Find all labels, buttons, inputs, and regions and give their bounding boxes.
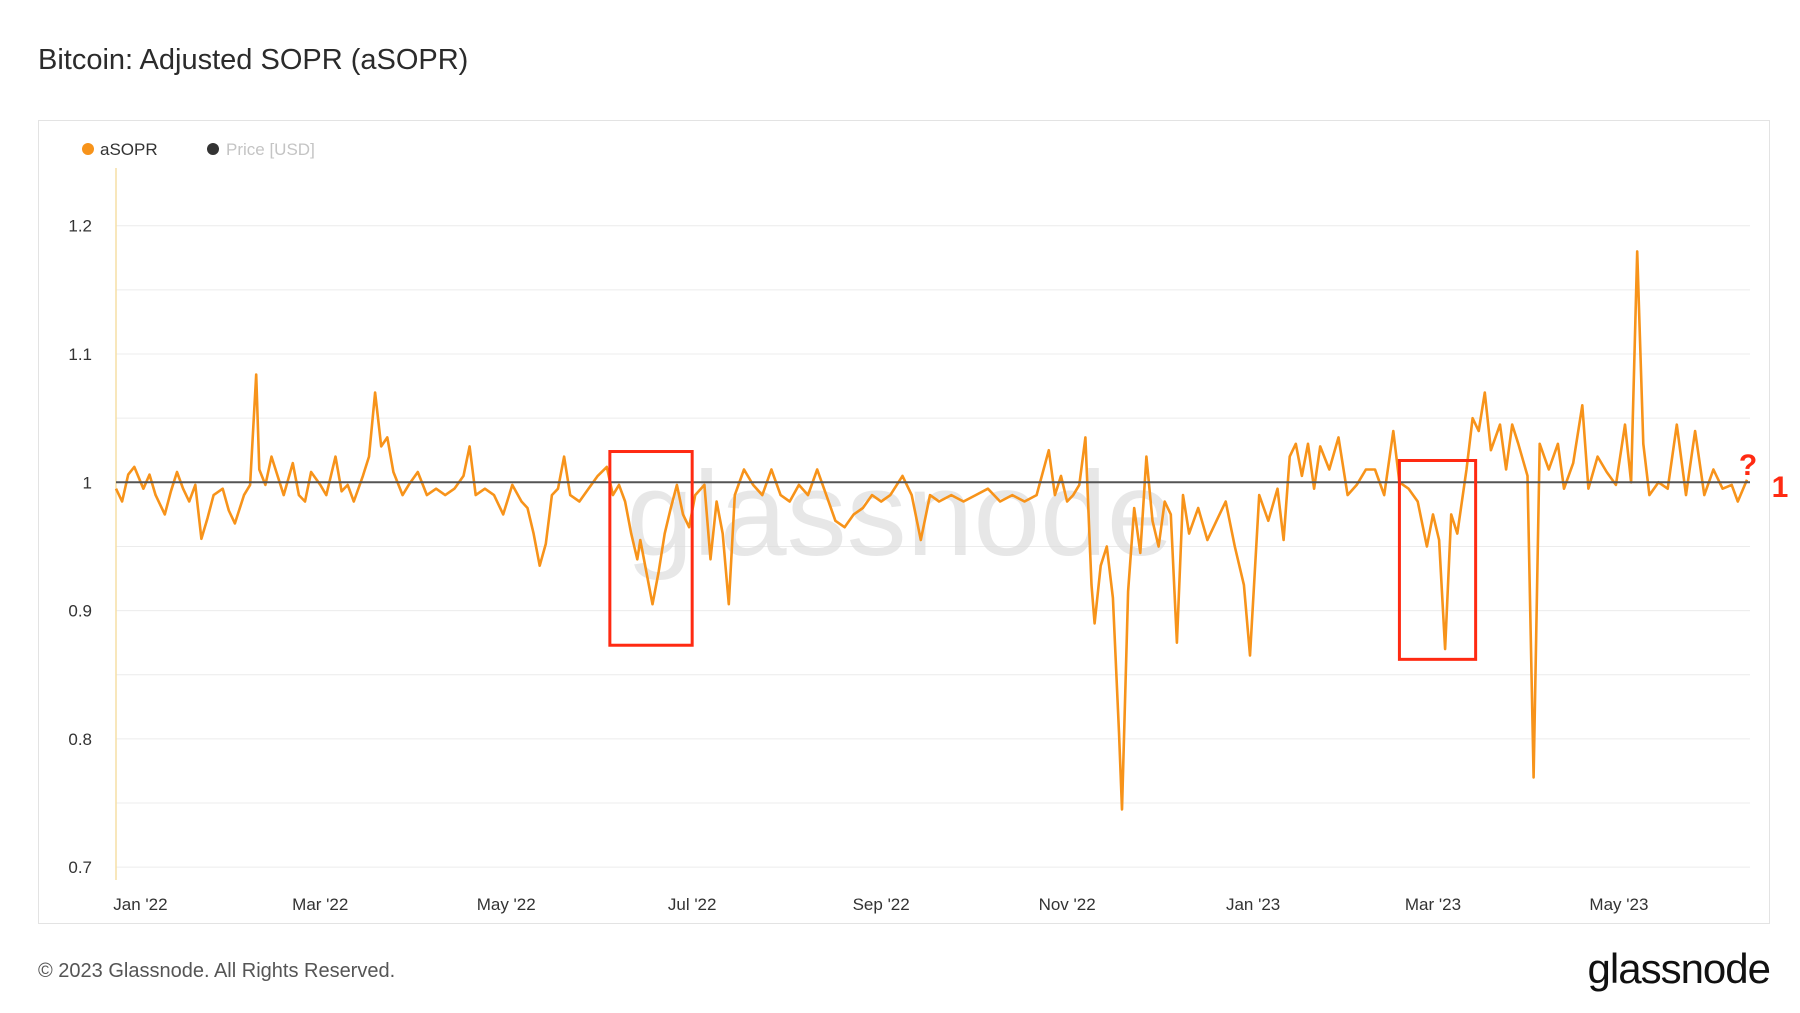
- x-axis: Jan '22 Mar '22 May '22 Jul '22 Sep '22 Nov '…: [113, 895, 1648, 914]
- highlight-boxes: [608, 450, 1478, 661]
- legend-marker-price: [207, 143, 219, 155]
- legend-marker-asopr: [82, 143, 94, 155]
- y-tick-label: 1.2: [68, 217, 92, 236]
- y-tick-label: 1: [83, 473, 92, 492]
- y-tick-label: 0.7: [68, 858, 92, 877]
- chart-frame: [38, 120, 1770, 924]
- annotations: ?1: [1739, 449, 1789, 504]
- x-tick-label: Mar '23: [1405, 895, 1461, 914]
- x-tick-label: Mar '22: [292, 895, 348, 914]
- x-tick-label: Jan '22: [113, 895, 167, 914]
- chart-title: Bitcoin: Adjusted SOPR (aSOPR): [38, 44, 469, 76]
- y-tick-label: 1.1: [68, 345, 92, 364]
- x-tick-label: Sep '22: [853, 895, 910, 914]
- x-tick-label: May '23: [1589, 895, 1648, 914]
- brand-logo: glassnode: [1587, 945, 1771, 992]
- y-tick-label: 0.9: [68, 602, 92, 621]
- y-axis: 0.7 0.8 0.9 1 1.1 1.2: [68, 217, 92, 877]
- legend: aSOPR Price [USD]: [82, 140, 315, 159]
- legend-label-asopr: aSOPR: [100, 140, 158, 159]
- highlight-box: [608, 450, 694, 647]
- asopr-series-line: [114, 250, 1749, 811]
- question-mark-annotation: ?: [1739, 449, 1757, 482]
- y-tick-label: 0.8: [68, 730, 92, 749]
- highlight-box: [1397, 458, 1478, 661]
- legend-label-price: Price [USD]: [226, 140, 315, 159]
- one-annotation: 1: [1772, 471, 1789, 504]
- x-tick-label: May '22: [477, 895, 536, 914]
- x-tick-label: Nov '22: [1039, 895, 1096, 914]
- copyright-notice: © 2023 Glassnode. All Rights Reserved.: [38, 960, 396, 982]
- series-layer: [114, 250, 1750, 811]
- x-tick-label: Jan '23: [1226, 895, 1280, 914]
- x-tick-label: Jul '22: [668, 895, 717, 914]
